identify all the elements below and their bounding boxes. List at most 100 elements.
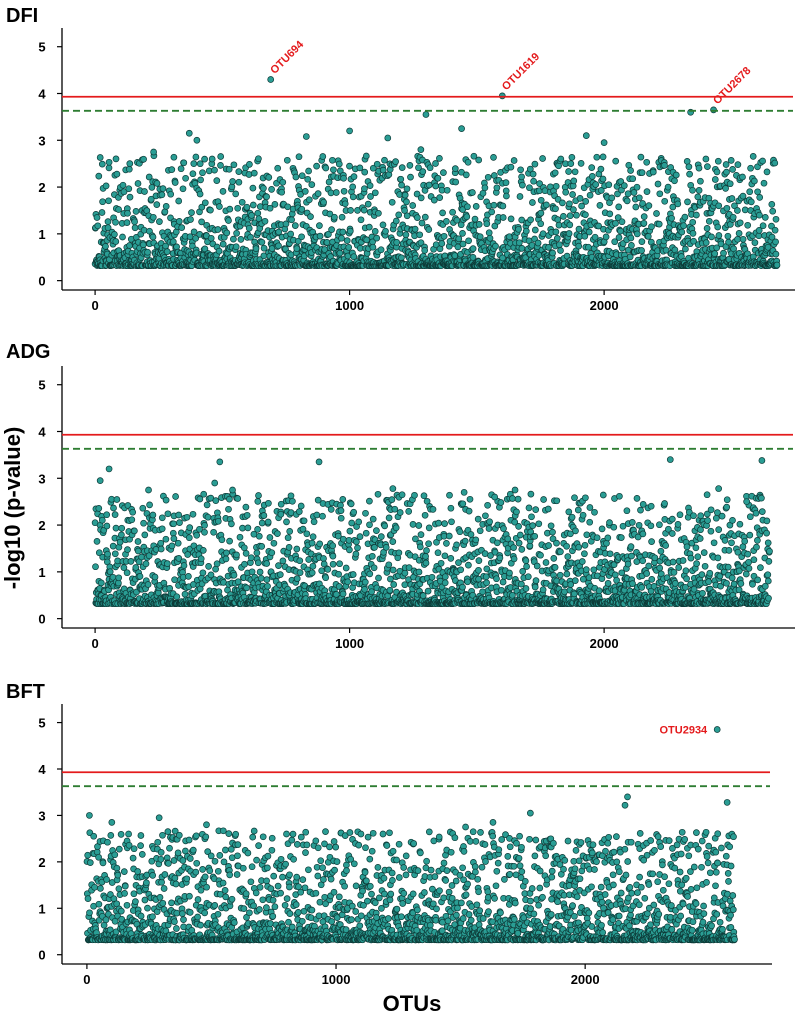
data-point — [530, 177, 537, 185]
data-point — [472, 203, 480, 210]
data-point — [421, 247, 429, 254]
data-point — [388, 198, 396, 206]
data-point — [725, 238, 732, 246]
data-point — [467, 531, 475, 538]
data-point — [308, 539, 316, 547]
data-point — [432, 160, 439, 167]
data-point — [736, 219, 744, 227]
data-point — [140, 226, 148, 234]
data-point — [475, 156, 483, 164]
data-point — [284, 203, 292, 211]
data-point — [149, 213, 157, 221]
data-point — [547, 522, 555, 530]
data-point — [572, 527, 579, 535]
data-point — [200, 490, 208, 498]
data-point — [411, 225, 419, 233]
data-point — [201, 522, 208, 529]
data-point — [627, 543, 635, 550]
data-point — [170, 520, 177, 528]
data-point — [612, 219, 619, 227]
data-point — [248, 212, 255, 219]
data-point — [648, 576, 656, 583]
data-point — [242, 503, 250, 511]
data-point — [234, 204, 242, 212]
data-point — [303, 530, 311, 538]
data-point — [134, 180, 142, 187]
data-point — [571, 494, 578, 502]
data-point — [356, 164, 364, 172]
data-point — [158, 525, 166, 533]
data-point — [627, 234, 635, 242]
data-point — [570, 177, 578, 185]
data-point — [350, 508, 358, 516]
data-point — [142, 560, 150, 568]
data-point — [464, 203, 471, 211]
data-point — [179, 185, 187, 193]
data-point — [336, 249, 344, 257]
data-point — [381, 156, 388, 164]
data-point — [564, 553, 572, 560]
y-tick-label: 0 — [38, 612, 45, 627]
data-point — [553, 497, 561, 505]
data-point — [252, 245, 260, 252]
data-point — [426, 164, 434, 172]
data-point — [379, 221, 387, 229]
data-point — [684, 198, 691, 206]
data-point — [168, 166, 176, 173]
data-point — [336, 560, 343, 568]
data-point — [92, 563, 99, 571]
data-point — [493, 184, 501, 192]
data-point — [158, 514, 166, 522]
data-point — [493, 539, 501, 547]
points-group — [91, 76, 781, 270]
data-point — [633, 495, 641, 502]
data-point — [593, 153, 601, 161]
data-point — [366, 570, 374, 578]
data-point — [228, 520, 235, 528]
data-point — [728, 195, 736, 202]
data-point — [388, 496, 396, 503]
data-point — [357, 216, 365, 224]
data-point — [346, 527, 354, 535]
data-point — [169, 238, 177, 246]
data-point — [309, 562, 317, 570]
data-point — [515, 539, 523, 547]
data-point — [198, 218, 205, 226]
data-point — [565, 508, 573, 516]
data-point — [234, 495, 242, 502]
data-point — [110, 504, 117, 512]
data-point — [187, 216, 194, 223]
data-point — [566, 212, 574, 220]
data-point — [461, 537, 469, 545]
data-point — [421, 511, 429, 519]
data-point — [582, 198, 590, 205]
data-point — [382, 227, 389, 235]
data-point — [554, 216, 562, 223]
data-point — [123, 219, 131, 226]
data-point — [532, 506, 540, 513]
data-point — [329, 542, 337, 550]
data-point — [417, 531, 425, 538]
data-point — [697, 177, 704, 185]
data-point — [678, 228, 686, 236]
data-point — [361, 586, 368, 593]
data-point — [207, 206, 214, 214]
data-point — [527, 490, 535, 498]
data-point — [136, 573, 144, 580]
data-point — [266, 204, 274, 212]
data-point — [284, 534, 292, 542]
data-point — [734, 235, 741, 243]
data-point — [309, 533, 317, 541]
data-point — [368, 552, 376, 560]
data-point — [197, 555, 205, 563]
data-point — [330, 166, 337, 174]
data-point — [436, 194, 444, 201]
data-point — [96, 154, 104, 161]
data-point — [171, 179, 179, 186]
data-point — [423, 547, 430, 554]
data-point — [403, 185, 411, 193]
data-point — [568, 513, 576, 521]
data-point — [233, 551, 240, 559]
data-point — [381, 522, 389, 530]
data-point — [761, 214, 769, 221]
